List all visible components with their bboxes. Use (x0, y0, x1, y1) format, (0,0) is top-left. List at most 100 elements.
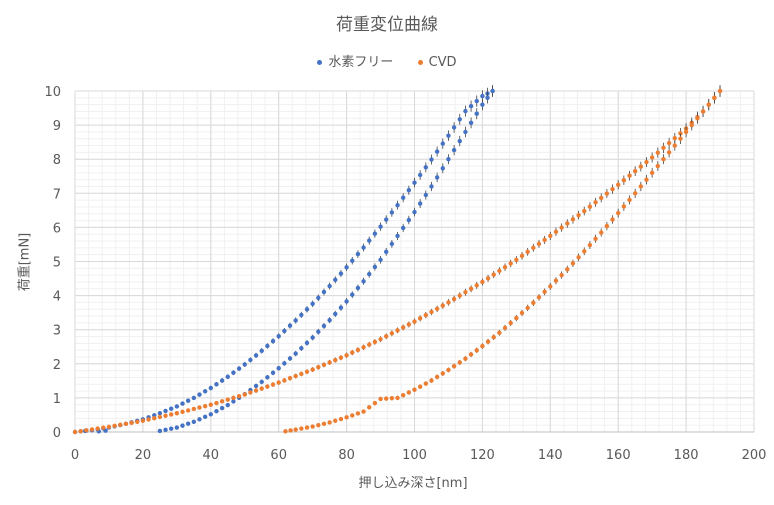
data-point-cvd (406, 322, 412, 327)
data-point-hydrogen-free (490, 88, 495, 94)
data-point-hydrogen-free (225, 402, 230, 408)
data-point-cvd (333, 418, 338, 423)
data-point-cvd (434, 374, 440, 380)
data-point-cvd (129, 420, 134, 425)
data-point-cvd (304, 425, 310, 430)
data-point-hydrogen-free (367, 238, 372, 243)
data-point-cvd (429, 309, 434, 315)
data-point-cvd (293, 373, 298, 379)
data-point-hydrogen-free (242, 362, 247, 367)
data-point-cvd (542, 289, 547, 295)
data-point-cvd (599, 230, 604, 235)
data-point-cvd (208, 402, 213, 407)
data-point-cvd (678, 136, 683, 141)
data-point-hydrogen-free (276, 333, 281, 339)
data-point-cvd (480, 343, 485, 349)
data-point-hydrogen-free (344, 299, 349, 304)
data-point-cvd (502, 264, 508, 270)
data-point-cvd (480, 279, 485, 285)
data-point-hydrogen-free (259, 348, 264, 354)
data-point-cvd (485, 339, 491, 344)
data-point-hydrogen-free (400, 225, 406, 231)
data-point-cvd (678, 131, 683, 136)
data-point-hydrogen-free (384, 217, 389, 222)
legend-label-cvd: CVD (428, 55, 457, 70)
data-point-cvd (440, 303, 445, 308)
data-point-hydrogen-free (327, 317, 332, 323)
data-point-cvd (378, 337, 383, 342)
data-point-cvd (338, 416, 344, 422)
data-point-cvd (593, 200, 598, 205)
data-point-cvd (248, 390, 253, 395)
data-point-hydrogen-free (378, 257, 383, 262)
data-point-hydrogen-free (451, 147, 457, 153)
data-point-cvd (536, 295, 542, 300)
data-point-hydrogen-free (276, 366, 281, 371)
data-point-cvd (655, 150, 661, 155)
data-point-cvd (84, 428, 89, 433)
data-point-cvd (135, 419, 140, 424)
data-point-cvd (219, 399, 225, 404)
data-point-hydrogen-free (457, 117, 462, 122)
data-point-hydrogen-free (434, 175, 440, 180)
data-point-cvd (616, 210, 621, 216)
legend-item-cvd[interactable]: CVD (417, 55, 457, 70)
data-point-cvd (559, 272, 564, 278)
data-point-cvd (649, 155, 655, 160)
data-point-hydrogen-free (191, 419, 197, 424)
data-point-hydrogen-free (406, 188, 412, 193)
data-point-cvd (610, 186, 615, 192)
data-point-cvd (378, 396, 383, 402)
data-point-cvd (497, 268, 502, 274)
data-point-hydrogen-free (400, 195, 406, 200)
data-point-cvd (695, 116, 700, 121)
data-point-cvd (321, 362, 327, 368)
legend-item-hydrogen-free[interactable]: 水素フリー (317, 51, 393, 70)
x-tick-label: 20 (135, 448, 152, 463)
data-point-cvd (304, 369, 310, 374)
data-point-hydrogen-free (265, 343, 270, 349)
data-point-hydrogen-free (304, 307, 310, 312)
data-point-hydrogen-free (253, 353, 259, 358)
x-tick-label: 200 (742, 448, 767, 463)
data-point-hydrogen-free (384, 249, 389, 255)
data-point-cvd (593, 236, 598, 241)
x-tick-label: 140 (538, 448, 563, 463)
data-point-cvd (384, 396, 389, 401)
x-tick-label: 80 (338, 448, 355, 463)
data-point-cvd (197, 405, 202, 410)
data-point-hydrogen-free (338, 271, 344, 276)
data-point-hydrogen-free (316, 329, 321, 334)
data-point-cvd (502, 325, 508, 331)
data-point-cvd (423, 312, 429, 318)
data-point-cvd (361, 409, 366, 414)
data-point-hydrogen-free (299, 312, 304, 318)
data-point-cvd (412, 387, 417, 392)
data-point-cvd (644, 159, 649, 165)
data-point-hydrogen-free (231, 399, 236, 404)
data-point-cvd (672, 143, 677, 148)
data-point-hydrogen-free (316, 295, 321, 301)
data-point-cvd (717, 88, 723, 94)
data-point-cvd (531, 300, 536, 305)
data-point-cvd (168, 412, 174, 417)
data-point-cvd (242, 392, 247, 397)
data-point-cvd (350, 350, 355, 355)
data-point-hydrogen-free (174, 404, 180, 409)
data-point-cvd (451, 296, 457, 302)
data-point-cvd (214, 400, 219, 406)
data-point-hydrogen-free (270, 338, 276, 344)
x-tick-label: 60 (270, 448, 287, 463)
data-point-cvd (582, 249, 587, 254)
data-point-cvd (89, 427, 95, 432)
data-point-hydrogen-free (174, 425, 180, 430)
data-point-hydrogen-free (253, 383, 259, 389)
data-point-cvd (333, 357, 338, 363)
data-point-cvd (570, 217, 576, 222)
data-point-cvd (661, 145, 666, 151)
data-point-cvd (621, 204, 627, 209)
data-point-hydrogen-free (474, 111, 479, 116)
data-point-cvd (283, 429, 288, 434)
data-point-cvd (700, 109, 706, 114)
data-point-cvd (525, 305, 530, 311)
